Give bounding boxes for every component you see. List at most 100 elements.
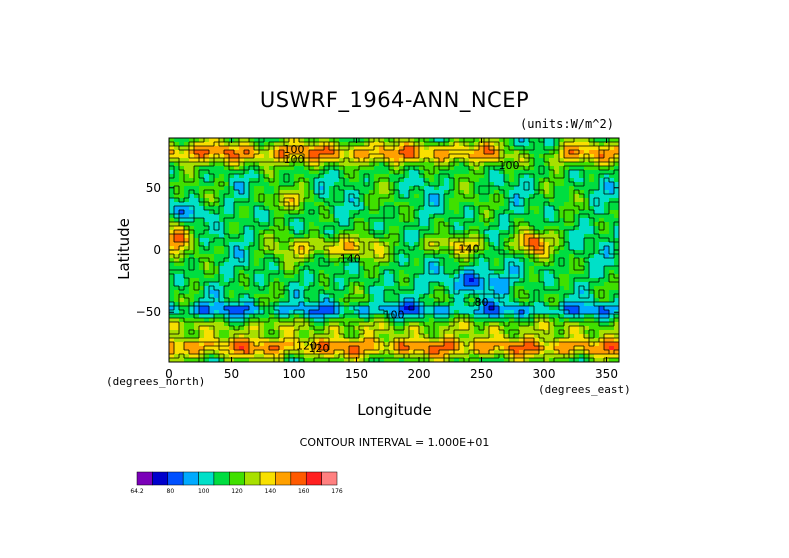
map-cell xyxy=(174,246,180,251)
map-cell xyxy=(344,270,350,275)
map-cell xyxy=(309,222,315,227)
map-cell xyxy=(439,350,445,355)
map-cell xyxy=(299,214,305,219)
map-cell xyxy=(334,202,340,207)
map-cell xyxy=(249,242,255,247)
map-cell xyxy=(304,326,310,331)
map-cell xyxy=(264,338,270,343)
map-cell xyxy=(229,234,235,239)
map-cell xyxy=(279,142,285,147)
map-cell xyxy=(434,250,440,255)
map-cell xyxy=(444,242,450,247)
map-cell xyxy=(499,202,505,207)
map-cell xyxy=(614,194,620,199)
map-cell xyxy=(179,210,185,215)
map-cell xyxy=(494,146,500,151)
map-cell xyxy=(314,250,320,255)
map-cell xyxy=(269,310,275,315)
map-cell xyxy=(324,270,330,275)
map-cell xyxy=(334,218,340,223)
map-cell xyxy=(404,246,410,251)
map-cell xyxy=(339,166,345,171)
map-cell xyxy=(454,170,460,175)
map-cell xyxy=(174,346,180,351)
map-cell xyxy=(334,226,340,231)
map-cell xyxy=(304,266,310,271)
map-cell xyxy=(179,346,185,351)
map-cell xyxy=(519,226,525,231)
map-cell xyxy=(504,266,510,271)
map-cell xyxy=(369,186,375,191)
map-cell xyxy=(479,186,485,191)
map-cell xyxy=(399,198,405,203)
map-cell xyxy=(219,338,225,343)
map-cell xyxy=(494,226,500,231)
map-cell xyxy=(214,166,220,171)
map-cell xyxy=(574,214,580,219)
map-cell xyxy=(574,338,580,343)
map-cell xyxy=(239,202,245,207)
map-cell xyxy=(514,198,520,203)
map-cell xyxy=(489,162,495,167)
map-cell xyxy=(554,230,560,235)
map-cell xyxy=(354,234,360,239)
map-cell xyxy=(539,218,545,223)
map-cell xyxy=(504,150,510,155)
map-cell xyxy=(429,306,435,311)
map-cell xyxy=(609,338,615,343)
map-cell xyxy=(389,214,395,219)
map-cell xyxy=(219,186,225,191)
map-cell xyxy=(259,358,265,363)
map-cell xyxy=(594,190,600,195)
map-cell xyxy=(329,210,335,215)
map-cell xyxy=(299,146,305,151)
map-cell xyxy=(209,218,215,223)
map-cell xyxy=(454,234,460,239)
map-cell xyxy=(334,278,340,283)
map-cell xyxy=(534,286,540,291)
map-cell xyxy=(379,270,385,275)
map-cell xyxy=(184,250,190,255)
map-cell xyxy=(219,334,225,339)
map-cell xyxy=(264,290,270,295)
map-cell xyxy=(374,202,380,207)
map-cell xyxy=(479,226,485,231)
map-cell xyxy=(569,286,575,291)
map-cell xyxy=(224,238,230,243)
map-cell xyxy=(199,142,205,147)
map-cell xyxy=(544,170,550,175)
map-cell xyxy=(569,170,575,175)
map-cell xyxy=(229,158,235,163)
map-cell xyxy=(359,326,365,331)
map-cell xyxy=(459,270,465,275)
map-cell xyxy=(384,170,390,175)
map-cell xyxy=(609,142,615,147)
map-cell xyxy=(614,338,620,343)
map-cell xyxy=(519,250,525,255)
map-cell xyxy=(474,322,480,327)
map-cell xyxy=(614,154,620,159)
map-cell xyxy=(609,346,615,351)
map-cell xyxy=(474,246,480,251)
map-cell xyxy=(274,358,280,363)
map-cell xyxy=(524,322,530,327)
map-cell xyxy=(434,218,440,223)
map-cell xyxy=(434,230,440,235)
map-cell xyxy=(479,290,485,295)
map-cell xyxy=(559,334,565,339)
map-cell xyxy=(604,338,610,343)
map-cell xyxy=(254,274,260,279)
map-cell xyxy=(569,226,575,231)
map-cell xyxy=(214,302,220,307)
map-cell xyxy=(324,306,330,311)
map-cell xyxy=(449,350,455,355)
map-cell xyxy=(584,298,590,303)
map-cell xyxy=(219,150,225,155)
map-cell xyxy=(229,350,235,355)
map-cell xyxy=(464,282,470,287)
map-cell xyxy=(434,290,440,295)
map-cell xyxy=(519,346,525,351)
map-cell xyxy=(539,314,545,319)
map-cell xyxy=(264,278,270,283)
map-cell xyxy=(559,322,565,327)
